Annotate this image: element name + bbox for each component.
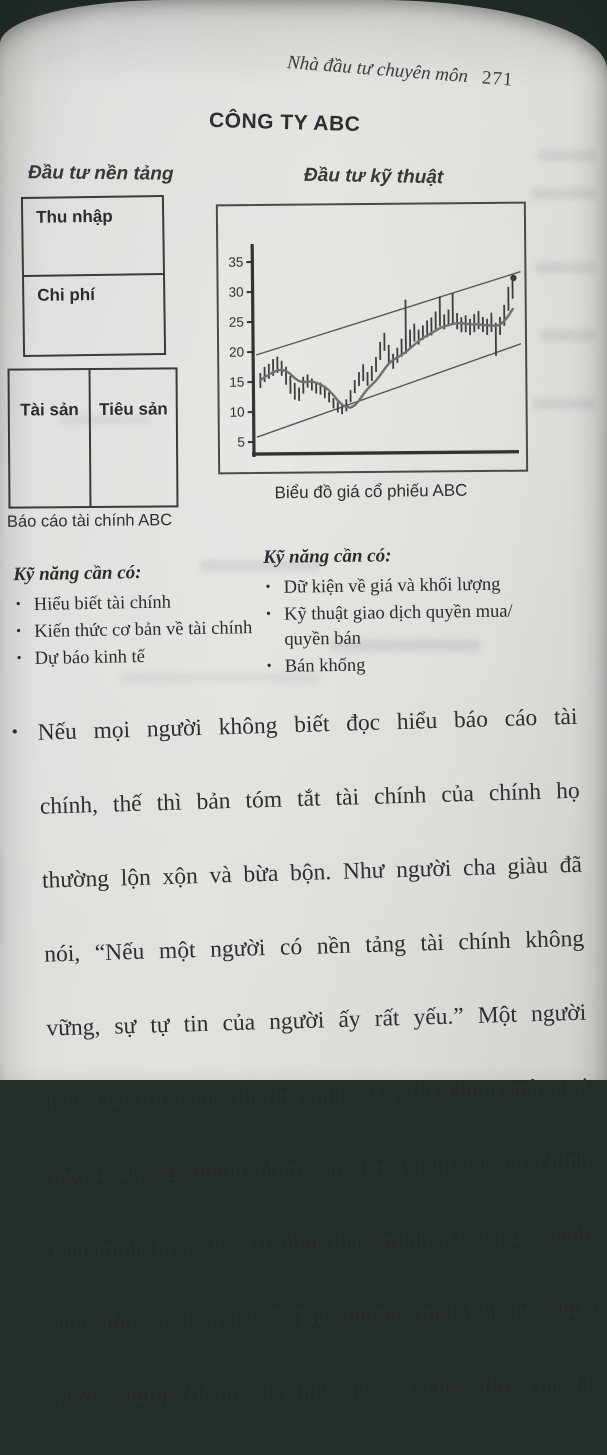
- skill-text: Hiểu biết tài chính: [34, 593, 172, 615]
- bullet-icon: •: [16, 646, 21, 671]
- assets-cell: Tài sản: [10, 370, 92, 507]
- stock-chart-caption: Biểu đồ giá cổ phiếu ABC: [218, 480, 524, 504]
- skill-text: Kỹ thuật giao dịch quyền mua/ quyền bán: [284, 602, 513, 650]
- list-item: • Dữ kiện về giá và khối lượng: [263, 572, 551, 601]
- balance-sheet-box: Tài sản Tiêu sản: [8, 367, 179, 508]
- page-bleed-artifact: [540, 330, 595, 341]
- expense-label: Chi phí: [37, 285, 95, 305]
- bullet-icon: •: [266, 602, 271, 627]
- page-bleed-artifact: [531, 188, 597, 199]
- skill-text: Kiến thức cơ bản về tài chính: [34, 618, 252, 642]
- technical-heading: Đầu tư kỹ thuật: [304, 165, 444, 189]
- income-section: Thu nhập: [23, 197, 163, 277]
- list-item: • Bán khống: [265, 651, 553, 680]
- svg-text:25: 25: [229, 315, 244, 330]
- page-bleed-artifact: [533, 398, 595, 409]
- financial-statement-caption: Báo cáo tài chính ABC: [7, 511, 172, 532]
- income-label: Thu nhập: [36, 207, 113, 227]
- stock-price-chart: 5 10 15 20 25 30 35: [216, 202, 528, 475]
- book-page: Nhà đầu tư chuyên môn 271 CÔNG TY ABC Đầu…: [0, 0, 607, 1080]
- svg-text:35: 35: [228, 255, 243, 270]
- page-bleed-artifact: [538, 150, 596, 161]
- list-item: • Hiểu biết tài chính: [14, 589, 276, 619]
- svg-text:10: 10: [230, 405, 245, 420]
- technical-skills-list: • Dữ kiện về giá và khối lượng • Kỹ thuật …: [263, 572, 552, 680]
- svg-text:5: 5: [237, 435, 245, 450]
- body-paragraph: • Nếu mọi người không biết đọc hiểu báo …: [11, 699, 599, 1455]
- fundamental-heading: Đầu tư nền tảng: [28, 162, 174, 186]
- fundamental-skills-list: • Hiểu biết tài chính • Kiến thức cơ bản v…: [14, 589, 277, 673]
- technical-skills: Kỹ năng cần có: • Dữ kiện về giá và khối …: [263, 543, 553, 682]
- stock-chart-svg: 5 10 15 20 25 30 35: [218, 204, 526, 473]
- liabilities-label: Tiêu sản: [99, 399, 168, 418]
- bullet-icon: •: [265, 575, 270, 600]
- liabilities-cell: Tiêu sản: [91, 369, 177, 506]
- running-head-text: Nhà đầu tư chuyên môn: [286, 52, 468, 87]
- body-line: được chứng bệnh tài chính đó, cả cuộc đờ…: [57, 1364, 599, 1454]
- page-number: 271: [481, 67, 514, 90]
- skill-text: Dữ kiện về giá và khối lượng: [284, 575, 501, 598]
- expense-section: Chi phí: [24, 275, 164, 355]
- svg-text:15: 15: [229, 375, 244, 390]
- skill-text: Bán khống: [285, 656, 366, 677]
- fundamental-skills: Kỹ năng cần có: • Hiểu biết tài chính • Ki…: [13, 560, 277, 675]
- bullet-icon: •: [16, 592, 21, 617]
- svg-text:30: 30: [228, 285, 243, 300]
- book-photo: { "header": { "running_head": "Nhà đầu t…: [0, 0, 607, 1080]
- page-title: CÔNG TY ABC: [209, 109, 361, 137]
- page-bleed-artifact: [536, 262, 596, 273]
- fundamental-skills-heading: Kỹ năng cần có:: [13, 560, 275, 587]
- technical-skills-heading: Kỹ năng cần có:: [263, 543, 551, 569]
- list-item: • Kỹ thuật giao dịch quyền mua/ quyền bán: [264, 599, 553, 653]
- income-statement-box: Thu nhập Chi phí: [21, 195, 166, 357]
- body-paragraph-lines: Nếu mọi người không biết đọc hiểu báo cá…: [37, 699, 599, 1455]
- running-head: Nhà đầu tư chuyên môn 271: [286, 52, 587, 97]
- bullet-icon: •: [16, 619, 21, 644]
- skill-text: Dự báo kinh tế: [35, 647, 146, 669]
- list-item: • Kiến thức cơ bản về tài chính: [14, 616, 276, 646]
- bullet-icon: •: [267, 654, 272, 679]
- assets-label: Tài sản: [20, 400, 79, 419]
- list-item: • Dự báo kinh tế: [15, 643, 277, 673]
- svg-text:20: 20: [229, 345, 244, 360]
